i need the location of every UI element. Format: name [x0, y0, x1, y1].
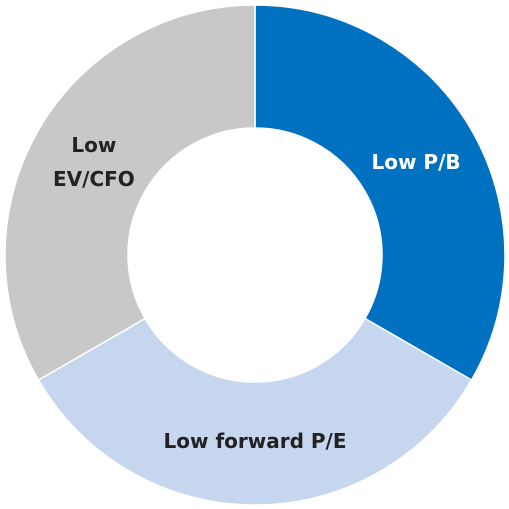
- segment-label: Low P/B: [371, 150, 461, 174]
- donut-segment: [4, 4, 256, 382]
- segment-label: Low EV/CFO: [53, 133, 135, 191]
- donut-segment: [37, 317, 473, 506]
- segment-label: Low forward P/E: [163, 429, 347, 453]
- donut-segment: [254, 4, 506, 382]
